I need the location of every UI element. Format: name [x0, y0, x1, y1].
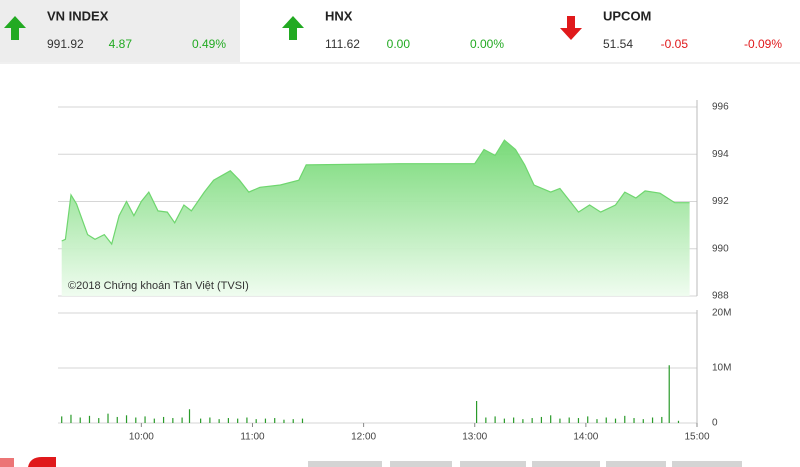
y-tick-label: 0 — [712, 418, 718, 429]
ticker-change: -0.05 — [661, 37, 689, 51]
volume-bar — [624, 415, 626, 423]
volume-bar — [513, 417, 515, 423]
volume-bar — [301, 418, 304, 423]
ticker-name: HNX — [325, 8, 353, 23]
direction-arrow — [560, 16, 582, 40]
logo-deco — [28, 457, 56, 467]
volume-bar — [135, 417, 137, 423]
active-tab-bg — [0, 0, 240, 62]
volume-bar — [246, 417, 248, 423]
copyright: ©2018 Chứng khoán Tân Việt (TVSI) — [68, 280, 249, 292]
volume-bar — [677, 420, 680, 423]
volume-bar — [264, 418, 267, 423]
price-line — [61, 139, 690, 246]
ticker-percent: 0.00% — [470, 37, 504, 51]
tickers: VN INDEX 991.92 4.87 0.49% HNX 111.62 0.00 0.00… — [4, 8, 782, 51]
volume-bar — [633, 418, 635, 423]
ticker-value: 111.62 — [325, 37, 360, 51]
direction-arrow — [4, 16, 26, 40]
area-fill — [61, 140, 690, 296]
x-tick-label: 15:00 — [684, 432, 709, 443]
volume-bar — [485, 417, 487, 423]
ticker-change: 4.87 — [109, 37, 133, 51]
volume-bar — [116, 416, 118, 423]
y-tick-label: 990 — [712, 243, 729, 254]
x-tick-label: 10:00 — [129, 432, 154, 443]
button[interactable] — [606, 461, 666, 467]
button[interactable] — [308, 461, 382, 467]
volume-bar — [475, 401, 478, 423]
volume-bar — [172, 418, 174, 423]
button[interactable] — [532, 461, 600, 467]
volume-bar — [125, 415, 128, 423]
x-tick-label: 11:00 — [240, 432, 265, 443]
y-tick-label: 10M — [712, 363, 731, 374]
volume-bar — [540, 416, 543, 423]
button[interactable] — [672, 461, 742, 467]
ticker-name: VN INDEX — [47, 8, 109, 23]
volume-bar — [494, 416, 496, 423]
x-tick-label: 13:00 — [462, 432, 487, 443]
volume-bar — [227, 418, 229, 423]
volume-bar — [274, 418, 276, 423]
direction-arrow — [282, 16, 304, 40]
volume-bar — [651, 417, 654, 423]
ticker-change: 0.00 — [387, 37, 411, 51]
volume-bar — [596, 419, 598, 423]
ticker-value: 51.54 — [603, 37, 633, 51]
volume-bar — [531, 418, 533, 423]
volume-bar — [98, 418, 100, 423]
volume-bar — [88, 415, 91, 423]
volume-bar — [642, 419, 644, 423]
volume-bar — [255, 419, 257, 423]
volume-bar — [522, 419, 524, 423]
y-tick-label: 994 — [712, 149, 729, 160]
x-tick-label: 12:00 — [351, 432, 376, 443]
volume-bar — [605, 417, 607, 423]
volume-bar — [668, 365, 670, 423]
volume-bar — [200, 418, 202, 423]
volume-bar — [550, 415, 552, 423]
volume-bar — [70, 414, 72, 423]
volume-bar — [162, 416, 165, 423]
volume-bar — [237, 418, 239, 423]
volume-bar — [144, 416, 146, 423]
y-tick-label: 992 — [712, 196, 729, 207]
volume-bar — [661, 416, 663, 423]
volume-bar — [614, 418, 617, 423]
volume-bar — [503, 418, 505, 423]
volume-bar — [568, 417, 570, 423]
charts: 988 990 992 994 996 ©2018 Chứng khoán Tân Việ… — [58, 100, 731, 443]
volume-bar — [577, 418, 580, 423]
volume-bar — [61, 416, 63, 423]
button[interactable] — [390, 461, 452, 467]
y-tick-label: 988 — [712, 291, 729, 302]
volume-bar — [107, 413, 109, 423]
y-tick-label: 996 — [712, 102, 729, 113]
volume-bar — [559, 418, 561, 423]
volume-bar — [292, 419, 294, 423]
ticker-percent: -0.09% — [744, 37, 782, 51]
volume-bar — [153, 418, 155, 423]
ticker-percent: 0.49% — [192, 37, 226, 51]
volume-bar — [587, 416, 589, 423]
corner-deco — [0, 458, 14, 467]
volume-bar — [188, 409, 191, 423]
volume-bar — [209, 417, 211, 423]
y-tick-label: 20M — [712, 308, 731, 319]
button[interactable] — [460, 461, 526, 467]
volume-bar — [218, 419, 220, 423]
volume-bar — [283, 419, 285, 423]
x-tick-label: 14:00 — [573, 432, 598, 443]
volume-bar — [181, 417, 183, 423]
volume-bar — [79, 417, 81, 423]
ticker-value: 991.92 — [47, 37, 84, 51]
ticker-name: UPCOM — [603, 8, 651, 23]
